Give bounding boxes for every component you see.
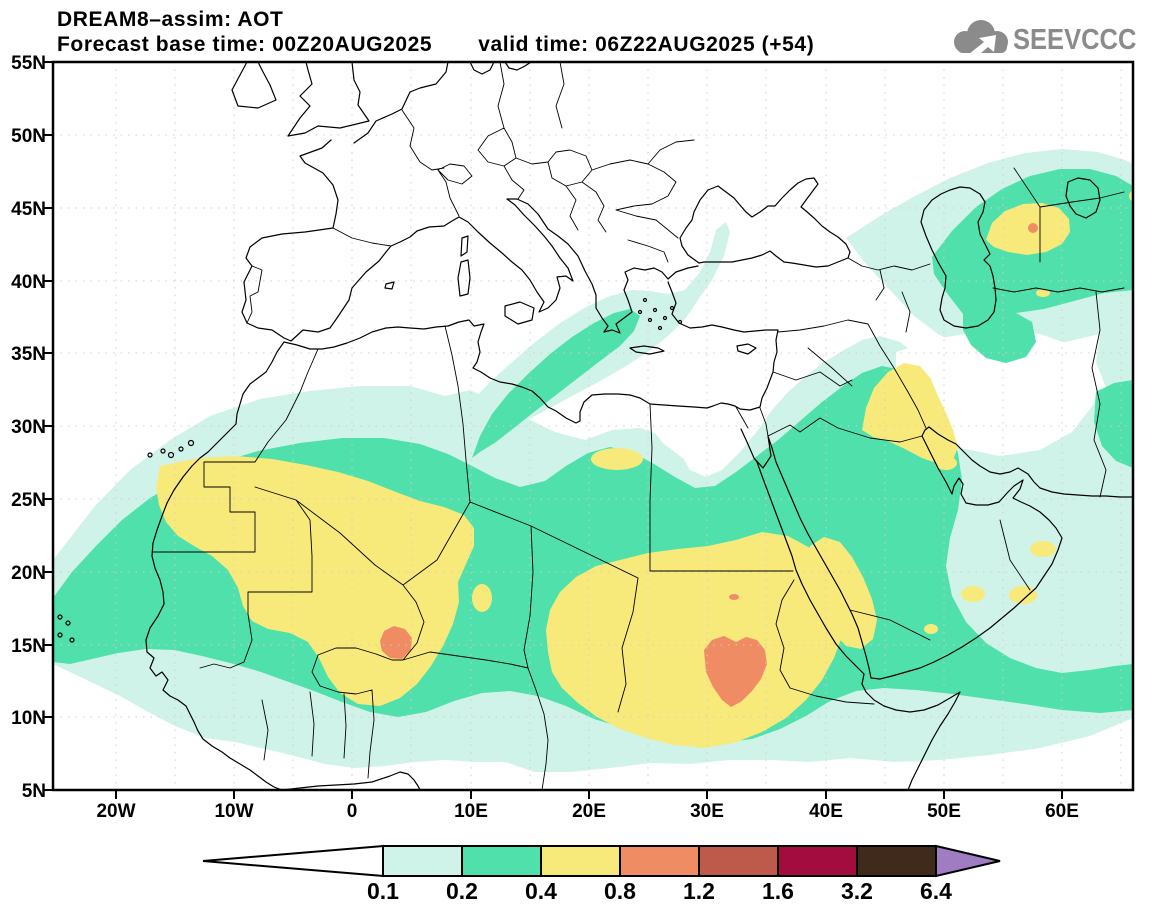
lat-axis-labels: 55N 50N 45N 40N 35N 30N 25N 20N 15N 10N … <box>11 53 46 802</box>
coast-blacksea <box>679 177 851 268</box>
aot-region-08-sudan-dot <box>729 594 739 600</box>
aot-region-04-oman-3 <box>961 586 985 602</box>
forecast-base-time: Forecast base time: 00Z20AUG2025 <box>57 33 433 56</box>
aot-region-04-iran-spot <box>1036 289 1050 297</box>
aot-region-02-ionian <box>472 309 640 458</box>
aot-region-04-iraq-kuwait <box>862 363 958 464</box>
gridlines <box>53 62 1133 790</box>
legend-value: 0.4 <box>525 878 557 904</box>
coast-redsea-arabia <box>740 426 1063 790</box>
aot-region-04-uzbek-spot <box>1040 213 1062 237</box>
axis-ticks <box>44 61 1063 799</box>
borders-africa <box>151 325 875 790</box>
borders-middle-east <box>735 167 1125 641</box>
seevccc-logo: SEEVCCC <box>951 18 1153 62</box>
aot-region-04-south-libya <box>591 448 643 470</box>
lat-label: 50N <box>11 126 46 147</box>
aot-region-08-sudan-core <box>704 636 767 707</box>
coast-iberia-med-north <box>241 198 699 342</box>
lon-label: 10E <box>454 801 488 822</box>
lat-label: 10N <box>11 708 46 729</box>
legend-value: 1.2 <box>683 878 715 904</box>
coast-uk-ireland <box>231 62 370 137</box>
aot-region-08-niger-core <box>380 626 412 659</box>
seevccc-logo-text: SEEVCCC <box>1012 23 1137 56</box>
legend-cell-08 <box>619 845 700 877</box>
lat-label: 55N <box>11 53 46 74</box>
country-borders <box>151 62 1125 790</box>
seevccc-cloud-icon <box>953 20 1008 59</box>
color-legend: 0.1 0.2 0.4 0.8 1.2 1.6 3.2 6.4 <box>202 844 1001 904</box>
lon-label: 60E <box>1045 801 1079 822</box>
coast-persian-gulf-north <box>928 426 1133 498</box>
legend-arrow-below <box>202 844 384 878</box>
aot-region-02-pakistan-edge <box>1094 380 1133 468</box>
lon-axis-labels: 20W 10W 0 10E 20E 30E 40E 50E 60E <box>96 801 1078 822</box>
legend-value: 0.1 <box>367 878 399 904</box>
legend-arrow-above <box>935 844 1001 878</box>
island-dots <box>57 297 683 643</box>
lon-label: 50E <box>927 801 961 822</box>
legend-cell-32 <box>856 845 937 877</box>
aot-region-04-chad-sudan <box>546 532 849 748</box>
lon-label: 20E <box>572 801 606 822</box>
legend-value: 0.8 <box>604 878 636 904</box>
legend-value: 6.4 <box>920 878 952 904</box>
lon-label: 20W <box>96 801 135 822</box>
aot-field-layer <box>53 62 1133 790</box>
aot-region-04-kuwait-spot <box>935 456 957 470</box>
legend-cell-01 <box>382 845 463 877</box>
coast-caspian <box>920 186 997 329</box>
aot-region-04-oman-1 <box>1030 541 1056 557</box>
lat-label: 40N <box>11 272 46 293</box>
borders-europe <box>246 62 695 324</box>
forecast-time-line: Forecast base time: 00Z20AUG2025 valid ti… <box>57 33 814 57</box>
lat-label: 25N <box>11 490 46 511</box>
lon-label: 30E <box>690 801 724 822</box>
legend-value: 3.2 <box>841 878 873 904</box>
legend-cell-12 <box>698 845 779 877</box>
lat-label: 5N <box>22 781 46 802</box>
legend-cell-04 <box>540 845 621 877</box>
plot-title: DREAM8–assim: AOT <box>57 8 284 31</box>
aot-region-04-islet <box>472 584 492 612</box>
lon-label: 40E <box>809 801 843 822</box>
legend-value: 0.2 <box>446 878 478 904</box>
coast-nw-europe <box>299 62 532 229</box>
lat-label: 45N <box>11 199 46 220</box>
lon-label: 0 <box>347 801 358 822</box>
legend-cell-16 <box>777 845 858 877</box>
lat-label: 35N <box>11 344 46 365</box>
aot-region-08-caspian-dot <box>1028 223 1038 233</box>
legend-value: 1.6 <box>762 878 794 904</box>
lat-label: 20N <box>11 563 46 584</box>
aot-region-04-oman-2 <box>1009 586 1037 604</box>
lat-label: 30N <box>11 417 46 438</box>
coast-west-africa <box>145 341 421 790</box>
aot-region-02-caucasus-caspian <box>932 169 1133 363</box>
lat-label: 15N <box>11 636 46 657</box>
aot-region-01-east-edge <box>1096 330 1133 390</box>
coast-turkey-levant-nafrica <box>283 281 779 424</box>
legend-cell-02 <box>461 845 542 877</box>
lon-label: 10W <box>214 801 253 822</box>
coast-islands <box>384 235 757 355</box>
aot-region-04-yemen-spot <box>924 624 938 634</box>
coastlines <box>57 62 1133 790</box>
valid-time: valid time: 06Z22AUG2025 (+54) <box>478 33 815 56</box>
